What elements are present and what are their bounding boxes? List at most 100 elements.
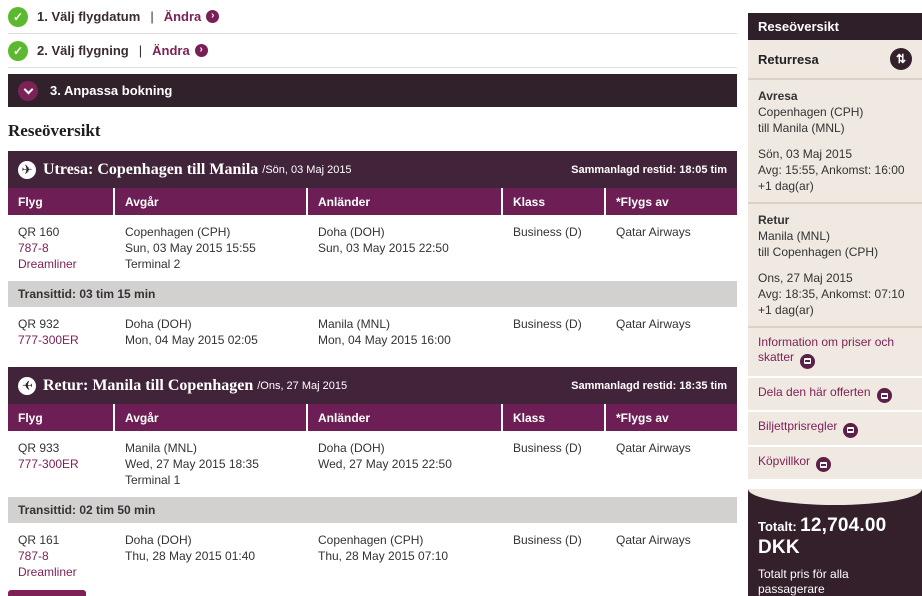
change-link-label: Ändra xyxy=(163,9,202,24)
carrier-cell: Qatar Airways xyxy=(616,441,691,455)
arrival-datetime: Wed, 27 May 2015 22:50 xyxy=(318,457,452,471)
expand-icon xyxy=(816,457,832,472)
aircraft-link[interactable]: 777-300ER xyxy=(18,333,79,347)
column-header-flight: Flyg xyxy=(8,188,115,215)
step-3-header[interactable]: 3. Anpassa bokning xyxy=(8,74,737,107)
departure-datetime: Wed, 27 May 2015 18:35 xyxy=(125,457,259,471)
departure-cell: Doha (DOH) Thu, 28 May 2015 01:40 xyxy=(115,532,308,580)
table-row: QR 161 787-8 Dreamliner Doha (DOH) Thu, … xyxy=(8,523,737,589)
sidebar-link-label: Dela den här offerten xyxy=(758,384,871,399)
outbound-duration: Sammanlagd restid: 18:05 tim xyxy=(571,163,727,176)
departure-terminal: Terminal 1 xyxy=(125,473,181,487)
outbound-section: ✈ Utresa: Copenhagen till Manila /Sön, 0… xyxy=(8,151,737,357)
departure-datetime: Mon, 04 May 2015 02:05 xyxy=(125,333,258,347)
carrier-cell: Qatar Airways xyxy=(616,533,691,547)
expand-icon xyxy=(800,353,816,369)
return-times: Avg: 18:35, Ankomst: 07:10 xyxy=(758,287,905,301)
sidebar-title: Reseöversikt xyxy=(748,13,922,40)
curve-decoration xyxy=(748,489,922,505)
column-header-departs: Avgår xyxy=(115,404,308,431)
total-price-box: Totalt: 12,704.00 DKK Totalt pris för al… xyxy=(748,489,922,596)
departure-cell: Manila (MNL) Wed, 27 May 2015 18:35 Term… xyxy=(115,440,308,488)
step-2-change-link[interactable]: Ändra › xyxy=(152,43,208,58)
table-row: QR 932 777-300ER Doha (DOH) Mon, 04 May … xyxy=(8,307,737,357)
sidebar-link-fare-rules[interactable]: Biljettprisregler xyxy=(748,412,922,447)
arrival-cell: Doha (DOH) Sun, 03 May 2015 22:50 xyxy=(308,224,503,272)
return-date: Ons, 27 Maj 2015 xyxy=(758,271,853,285)
sidebar-link-price-info[interactable]: Information om priser och skatter xyxy=(748,328,922,378)
departure-city: Doha (DOH) xyxy=(125,533,192,547)
column-header-class: Klass xyxy=(503,404,606,431)
column-header-class: Klass xyxy=(503,188,606,215)
carrier-cell: Qatar Airways xyxy=(616,225,691,239)
arrival-cell: Manila (MNL) Mon, 04 May 2015 16:00 xyxy=(308,316,503,348)
trip-type-label: Returresa xyxy=(758,51,819,67)
arrival-city: Copenhagen (CPH) xyxy=(318,533,424,547)
flight-number: QR 933 xyxy=(18,441,60,455)
return-summary-label: Retur xyxy=(758,213,790,227)
return-to: till Copenhagen (CPH) xyxy=(758,245,879,259)
plane-right-icon: ✈ xyxy=(18,160,36,179)
aircraft-link[interactable]: 777-300ER xyxy=(18,457,79,471)
column-header-departs: Avgår xyxy=(115,188,308,215)
step-1-label: 1. Välj flygdatum xyxy=(37,9,141,24)
step-1-change-link[interactable]: Ändra › xyxy=(164,9,220,24)
total-amount: 12,704.00 DKK xyxy=(758,515,887,558)
flight-number: QR 160 xyxy=(18,225,60,239)
arrival-datetime: Mon, 04 May 2015 16:00 xyxy=(318,333,451,347)
sidebar-link-purchase-terms[interactable]: Köpvillkor xyxy=(748,446,922,481)
arrival-city: Doha (DOH) xyxy=(318,441,385,455)
flight-number: QR 932 xyxy=(18,317,60,331)
sidebar-link-label: Biljettprisregler xyxy=(758,419,838,433)
chevron-right-icon: › xyxy=(206,10,220,23)
departure-cell: Doha (DOH) Mon, 04 May 2015 02:05 xyxy=(115,316,308,348)
expand-icon xyxy=(876,388,892,403)
outbound-section-bar: ✈ Utresa: Copenhagen till Manila /Sön, 0… xyxy=(8,151,737,188)
departure-city: Copenhagen (CPH) xyxy=(125,225,231,239)
class-cell: Business (D) xyxy=(513,225,582,239)
step-3-label: 3. Anpassa bokning xyxy=(50,83,173,98)
outbound-date: /Sön, 03 Maj 2015 xyxy=(262,163,352,176)
total-note: Totalt pris för alla passagerare xyxy=(758,567,849,596)
sidebar-link-label: Köpvillkor xyxy=(758,453,811,468)
column-header-operated-by: *Flygs av xyxy=(616,410,669,425)
outbound-plus-days: +1 dag(ar) xyxy=(758,179,814,193)
step-1-row: ✓ 1. Välj flygdatum | Ändra › xyxy=(8,0,737,34)
page-title: Reseöversikt xyxy=(8,121,101,140)
return-summary: Retur Manila (MNL) till Copenhagen (CPH)… xyxy=(748,204,922,328)
plane-left-icon: ✈ xyxy=(18,376,36,395)
flight-number: QR 161 xyxy=(18,533,60,547)
departure-datetime: Thu, 28 May 2015 01:40 xyxy=(125,549,256,563)
main-content: ✓ 1. Välj flygdatum | Ändra › ✓ 2. Välj … xyxy=(8,0,737,589)
step-separator: | xyxy=(138,43,143,58)
outbound-title: Utresa: Copenhagen till Manila xyxy=(43,160,259,178)
step-2-row: ✓ 2. Välj flygning | Ändra › xyxy=(8,34,737,68)
aircraft-link[interactable]: 787-8 Dreamliner xyxy=(18,241,77,271)
step-separator: | xyxy=(150,9,154,24)
column-header-arrives: Anländer xyxy=(308,404,503,431)
return-title: Retur: Manila till Copenhagen xyxy=(43,376,254,394)
return-date: /Ons, 27 Maj 2015 xyxy=(257,379,348,392)
sidebar-link-share-offer[interactable]: Dela den här offerten xyxy=(748,377,922,412)
action-button-partial[interactable] xyxy=(8,590,86,596)
outbound-times: Avg: 15:55, Ankomst: 16:00 xyxy=(758,163,905,177)
departure-cell: Copenhagen (CPH) Sun, 03 May 2015 15:55 … xyxy=(115,224,308,272)
table-header-row: Flyg Avgår Anländer Klass *Flygs av xyxy=(8,188,737,215)
outbound-from: Copenhagen (CPH) xyxy=(758,105,864,119)
departure-terminal: Terminal 2 xyxy=(125,257,181,271)
table-row: QR 160 787-8 Dreamliner Copenhagen (CPH)… xyxy=(8,215,737,281)
class-cell: Business (D) xyxy=(513,441,582,455)
return-flight-table: Flyg Avgår Anländer Klass *Flygs av QR 9… xyxy=(8,404,737,589)
column-header-arrives: Anländer xyxy=(308,188,503,215)
departure-city: Manila (MNL) xyxy=(125,441,198,455)
aircraft-link[interactable]: 787-8 Dreamliner xyxy=(18,549,77,579)
return-plus-days: +1 dag(ar) xyxy=(758,303,814,317)
transit-time-bar: Transittid: 03 tim 15 min xyxy=(8,281,737,307)
return-section: ✈ Retur: Manila till Copenhagen /Ons, 27… xyxy=(8,367,737,589)
outbound-summary: Avresa Copenhagen (CPH) till Manila (MNL… xyxy=(748,80,922,204)
transit-time-bar: Transittid: 02 tim 50 min xyxy=(8,497,737,523)
outbound-date: Sön, 03 Maj 2015 xyxy=(758,147,853,161)
table-row: QR 933 777-300ER Manila (MNL) Wed, 27 Ma… xyxy=(8,431,737,497)
class-cell: Business (D) xyxy=(513,317,582,331)
